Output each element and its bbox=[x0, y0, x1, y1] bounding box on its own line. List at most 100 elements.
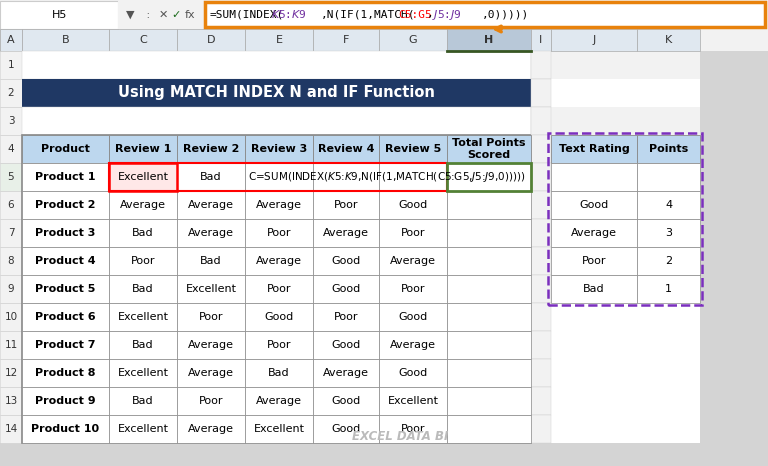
Text: 9: 9 bbox=[8, 284, 15, 294]
Bar bbox=[109, 219, 177, 247]
Text: C: C bbox=[139, 35, 147, 45]
Bar bbox=[109, 331, 177, 359]
Text: Good: Good bbox=[331, 284, 361, 294]
Text: C5:G5: C5:G5 bbox=[399, 9, 432, 20]
Text: Review 1: Review 1 bbox=[114, 144, 171, 154]
Text: 12: 12 bbox=[5, 368, 18, 378]
Text: :: : bbox=[143, 10, 154, 20]
Bar bbox=[0, 247, 22, 275]
Bar bbox=[313, 303, 379, 331]
Text: Product 1: Product 1 bbox=[35, 172, 96, 182]
Text: EXCEL DATA BI: EXCEL DATA BI bbox=[352, 431, 449, 444]
Bar bbox=[22, 29, 109, 51]
Text: Product 2: Product 2 bbox=[35, 200, 96, 210]
Bar bbox=[22, 107, 531, 135]
Text: Average: Average bbox=[188, 424, 234, 434]
Text: Average: Average bbox=[120, 200, 166, 210]
Bar bbox=[313, 163, 379, 191]
Bar bbox=[177, 359, 245, 387]
Bar bbox=[22, 275, 109, 303]
Bar bbox=[109, 135, 177, 163]
Bar bbox=[637, 219, 700, 247]
Text: Bad: Bad bbox=[200, 256, 222, 266]
Bar bbox=[531, 29, 551, 51]
Text: Product 7: Product 7 bbox=[35, 340, 96, 350]
Bar bbox=[245, 331, 313, 359]
Text: Poor: Poor bbox=[131, 256, 155, 266]
Bar bbox=[531, 303, 551, 331]
Text: Bad: Bad bbox=[200, 172, 222, 182]
Text: Average: Average bbox=[256, 200, 302, 210]
Bar bbox=[109, 247, 177, 275]
Bar bbox=[447, 135, 531, 163]
Bar bbox=[245, 247, 313, 275]
Text: Good: Good bbox=[331, 424, 361, 434]
Bar bbox=[109, 191, 177, 219]
Bar bbox=[551, 275, 637, 303]
Bar bbox=[118, 1, 173, 29]
Bar bbox=[0, 135, 22, 163]
Text: 14: 14 bbox=[5, 424, 18, 434]
Bar bbox=[22, 219, 109, 247]
Bar bbox=[551, 191, 637, 219]
Bar bbox=[531, 51, 700, 79]
Text: 2: 2 bbox=[665, 256, 672, 266]
Bar bbox=[177, 415, 245, 443]
Text: Average: Average bbox=[256, 396, 302, 406]
Text: 8: 8 bbox=[8, 256, 15, 266]
Bar bbox=[0, 191, 22, 219]
Text: Review 5: Review 5 bbox=[385, 144, 441, 154]
Bar bbox=[245, 219, 313, 247]
Bar bbox=[245, 359, 313, 387]
Text: Poor: Poor bbox=[581, 256, 606, 266]
Bar bbox=[531, 79, 700, 107]
Text: Poor: Poor bbox=[401, 424, 425, 434]
Bar bbox=[551, 29, 637, 51]
Bar bbox=[0, 331, 22, 359]
Text: Excellent: Excellent bbox=[118, 312, 168, 322]
Bar bbox=[177, 387, 245, 415]
Bar bbox=[245, 415, 313, 443]
Bar bbox=[313, 247, 379, 275]
Text: I: I bbox=[539, 35, 543, 45]
Bar bbox=[531, 163, 551, 191]
Bar bbox=[447, 415, 531, 443]
Bar bbox=[177, 135, 245, 163]
Bar bbox=[447, 163, 531, 191]
Text: fx: fx bbox=[184, 10, 195, 20]
Text: Average: Average bbox=[256, 256, 302, 266]
Bar bbox=[379, 163, 447, 191]
Bar bbox=[0, 29, 768, 51]
Text: 1: 1 bbox=[665, 284, 672, 294]
Text: Excellent: Excellent bbox=[118, 424, 168, 434]
Text: Poor: Poor bbox=[334, 200, 358, 210]
Bar bbox=[0, 219, 22, 247]
Bar bbox=[637, 163, 700, 191]
Text: Poor: Poor bbox=[199, 312, 223, 322]
Bar bbox=[0, 359, 22, 387]
Text: Product 5: Product 5 bbox=[35, 284, 96, 294]
Text: F: F bbox=[343, 35, 349, 45]
Bar bbox=[551, 163, 637, 191]
Text: 7: 7 bbox=[8, 228, 15, 238]
Text: B: B bbox=[61, 35, 69, 45]
Bar bbox=[22, 191, 109, 219]
Bar bbox=[22, 135, 109, 163]
Bar bbox=[313, 135, 379, 163]
Bar bbox=[177, 275, 245, 303]
Bar bbox=[109, 163, 177, 191]
Text: Poor: Poor bbox=[401, 228, 425, 238]
Text: 13: 13 bbox=[5, 396, 18, 406]
Bar bbox=[379, 191, 447, 219]
Bar bbox=[531, 331, 551, 359]
Bar bbox=[245, 303, 313, 331]
Text: H5: H5 bbox=[52, 10, 68, 20]
Bar bbox=[22, 79, 531, 107]
Bar bbox=[22, 387, 109, 415]
Bar bbox=[313, 387, 379, 415]
Bar bbox=[22, 303, 109, 331]
Bar bbox=[245, 275, 313, 303]
Bar bbox=[245, 163, 313, 191]
Bar bbox=[0, 275, 22, 303]
Bar bbox=[109, 387, 177, 415]
